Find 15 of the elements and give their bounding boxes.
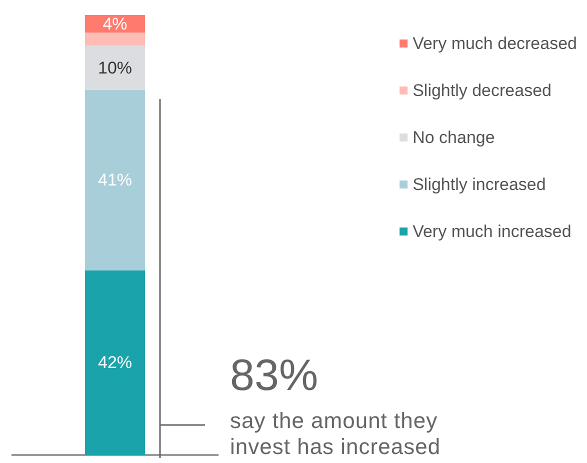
data-label: 10% — [98, 58, 132, 78]
text: 83% — [230, 351, 318, 400]
legend-label: Very much decreased — [412, 34, 577, 53]
bar — [85, 90, 145, 270]
legend-label: Very much increased — [412, 222, 572, 241]
data-label: 41% — [98, 170, 132, 190]
bar — [85, 46, 145, 90]
text: say the amount they invest has increased — [230, 408, 442, 460]
data-label: 42% — [98, 353, 132, 372]
data-label: 4% — [102, 14, 128, 34]
legend-label: Slightly decreased — [412, 81, 552, 100]
legend-label: No change — [412, 128, 495, 147]
legend-label: Slightly increased — [412, 175, 546, 194]
bar — [85, 270, 145, 455]
bar — [85, 32, 145, 46]
